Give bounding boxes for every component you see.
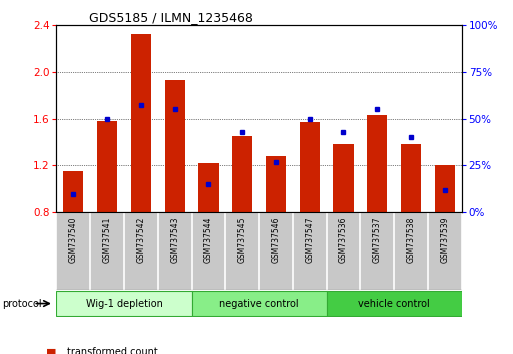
Bar [165, 80, 185, 212]
Bar [56, 291, 191, 316]
Bar [401, 144, 421, 212]
Bar [198, 163, 219, 212]
Bar [191, 291, 327, 316]
Text: GSM737544: GSM737544 [204, 216, 213, 263]
Bar [131, 34, 151, 212]
Text: GSM737536: GSM737536 [339, 216, 348, 263]
Text: GSM737538: GSM737538 [406, 216, 416, 263]
Bar [232, 136, 252, 212]
Bar [333, 144, 353, 212]
Text: transformed count: transformed count [67, 347, 157, 354]
Text: GSM737546: GSM737546 [271, 216, 281, 263]
Text: GSM737543: GSM737543 [170, 216, 179, 263]
Text: vehicle control: vehicle control [358, 298, 430, 309]
Text: GSM737539: GSM737539 [440, 216, 449, 263]
Text: GSM737547: GSM737547 [305, 216, 314, 263]
Text: ■: ■ [46, 347, 56, 354]
Text: protocol: protocol [3, 298, 42, 309]
Bar [367, 115, 387, 212]
Text: GSM737541: GSM737541 [103, 216, 112, 263]
Bar [327, 291, 462, 316]
Text: GSM737537: GSM737537 [373, 216, 382, 263]
Text: GSM737545: GSM737545 [238, 216, 247, 263]
Text: negative control: negative control [219, 298, 299, 309]
Bar [63, 171, 84, 212]
Text: Wig-1 depletion: Wig-1 depletion [86, 298, 163, 309]
Text: GSM737540: GSM737540 [69, 216, 78, 263]
Bar [300, 122, 320, 212]
Text: GSM737542: GSM737542 [136, 216, 145, 263]
Bar [266, 156, 286, 212]
Bar [435, 165, 455, 212]
Bar [97, 121, 117, 212]
Text: GDS5185 / ILMN_1235468: GDS5185 / ILMN_1235468 [89, 11, 253, 24]
